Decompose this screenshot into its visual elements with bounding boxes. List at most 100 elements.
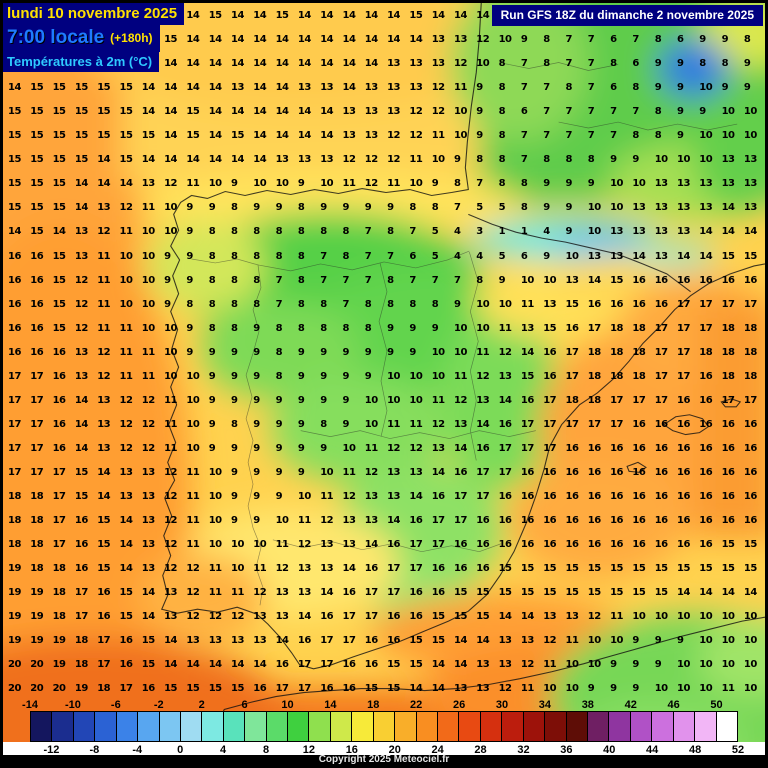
temperature-value: 10 (743, 683, 757, 695)
temperature-value: 16 (699, 442, 713, 454)
temperature-value: 9 (208, 442, 216, 454)
temperature-value: 8 (498, 130, 506, 142)
temperature-value: 15 (52, 154, 66, 166)
temperature-value: 14 (476, 635, 490, 647)
temperature-value: 14 (409, 34, 423, 46)
temperature-value: 14 (119, 563, 133, 575)
temperature-value: 12 (119, 442, 133, 454)
temperature-value: 17 (52, 491, 66, 502)
temperature-value: 16 (253, 683, 267, 695)
footer-bar: Copyright 2025 Meteociel.fr (3, 755, 765, 765)
temperature-value: 4 (476, 250, 483, 262)
temperature-value: 13 (320, 82, 334, 94)
temperature-value: 12 (342, 154, 356, 166)
temperature-value: 17 (342, 635, 356, 647)
temperature-value: 15 (565, 298, 579, 310)
date-label: lundi 10 novembre 2025 (3, 3, 185, 25)
temperature-value: 16 (520, 491, 534, 502)
temperature-value: 14 (342, 58, 356, 70)
temperature-value: 17 (677, 298, 690, 310)
temperature-value: 15 (409, 659, 423, 671)
temperature-value: 18 (610, 346, 624, 358)
temperature-value: 13 (342, 130, 356, 142)
pyrenees-border (468, 213, 691, 293)
temperature-value: 15 (721, 250, 735, 262)
temperature-value: 14 (275, 130, 289, 142)
temperature-value: 15 (164, 34, 178, 46)
temperature-value: 10 (119, 274, 133, 286)
temperature-value: 16 (52, 418, 66, 430)
temperature-value: 8 (654, 106, 662, 118)
temperature-value: 12 (498, 346, 512, 358)
temperature-value: 16 (699, 418, 713, 430)
temperature-value: 16 (498, 418, 512, 430)
temperature-value: 14 (119, 539, 133, 551)
temperature-value: 12 (431, 418, 445, 430)
temperature-value: 16 (565, 442, 579, 454)
temperature-value: 16 (699, 515, 713, 527)
temperature-value: 15 (141, 635, 155, 647)
temperature-value: 14 (186, 34, 200, 46)
temperature-value: 15 (119, 106, 133, 118)
temperature-value: 10 (208, 491, 222, 502)
temperature-value: 13 (342, 106, 356, 118)
scale-background-strip (3, 742, 765, 756)
temperature-value: 16 (52, 346, 66, 358)
temperature-value: 14 (74, 178, 88, 190)
temperature-value: 12 (74, 322, 88, 334)
temperature-value: 14 (74, 418, 88, 430)
temperature-value: 11 (164, 418, 178, 430)
temperature-value: 14 (699, 587, 713, 599)
temperature-value: 10 (164, 322, 178, 334)
temperature-value: 9 (186, 322, 193, 334)
temperature-value: 16 (520, 466, 534, 478)
scale-label: -14 (22, 699, 38, 711)
temperature-value: 15 (743, 563, 757, 575)
temperature-value: 10 (677, 683, 690, 695)
temperature-value: 15 (409, 635, 423, 647)
temperature-value: 14 (186, 659, 200, 671)
scale-color-segment (245, 712, 267, 741)
temperature-value: 18 (565, 394, 579, 406)
temperature-value: 11 (409, 154, 423, 166)
temperature-value: 9 (610, 683, 617, 695)
temperature-value: 16 (699, 394, 713, 406)
temperature-value: 7 (342, 298, 350, 310)
temperature-value: 9 (231, 346, 238, 358)
temperature-value: 13 (498, 635, 512, 647)
temperature-value: 14 (632, 250, 646, 262)
temperature-value: 8 (231, 274, 238, 286)
temperature-value: 16 (654, 418, 668, 430)
temperature-value: 14 (387, 515, 401, 527)
temperature-value: 6 (632, 58, 639, 70)
temperature-value: 8 (275, 346, 283, 358)
temperature-value: 10 (364, 418, 378, 430)
temperature-value: 9 (342, 418, 350, 430)
temperature-value: 13 (476, 394, 490, 406)
temperature-value: 12 (186, 563, 200, 575)
temperature-value: 16 (587, 515, 601, 527)
temperature-value: 9 (565, 178, 573, 190)
temperature-value: 11 (454, 370, 467, 382)
temperature-value: 15 (610, 563, 624, 575)
temperature-value: 13 (297, 563, 311, 575)
temperature-value: 6 (520, 250, 528, 262)
scale-color-segment (630, 712, 653, 741)
temperature-value: 16 (677, 418, 690, 430)
temperature-value: 16 (520, 539, 534, 551)
scale-color-segment (502, 712, 524, 741)
temperature-value: 14 (253, 34, 267, 46)
temperature-value: 16 (454, 563, 467, 575)
temperature-value: 9 (253, 394, 260, 406)
scale-label: 0 (177, 744, 184, 756)
temperature-value: 13 (364, 130, 378, 142)
temperature-value: 13 (97, 394, 111, 406)
temperature-value: 7 (431, 274, 439, 286)
temperature-value: 7 (632, 34, 639, 46)
temperature-value: 8 (654, 34, 662, 46)
scale-color-segment (159, 712, 181, 741)
temperature-value: 10 (610, 635, 624, 647)
temperature-value: 7 (320, 274, 327, 286)
temperature-value: 16 (30, 274, 44, 286)
temperature-value: 13 (119, 466, 133, 478)
